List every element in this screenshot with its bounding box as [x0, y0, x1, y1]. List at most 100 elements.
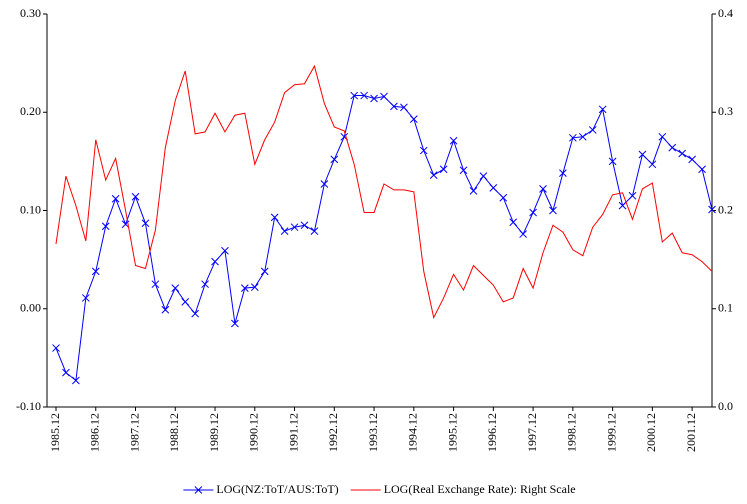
data-marker — [181, 298, 190, 306]
y2-tick-label: 0.3 — [718, 104, 733, 118]
data-marker — [648, 160, 657, 169]
data-marker — [509, 218, 518, 227]
data-marker — [708, 205, 716, 214]
y-tick-label: -0.10 — [16, 399, 41, 413]
data-marker — [131, 192, 140, 201]
data-marker — [211, 257, 219, 266]
data-marker — [568, 133, 577, 142]
data-marker — [549, 206, 557, 215]
data-marker — [598, 105, 607, 114]
x-tick-label: 1987.12 — [127, 413, 141, 452]
x-tick-label: 1989.12 — [207, 413, 221, 452]
y-tick-label: 0.30 — [20, 6, 41, 20]
data-marker — [260, 267, 269, 276]
data-marker — [310, 227, 319, 235]
data-marker — [250, 283, 259, 291]
y-tick-label: 0.00 — [20, 301, 41, 315]
series-line — [55, 64, 713, 320]
x-tick-label: 1986.12 — [88, 413, 102, 452]
data-marker — [529, 208, 537, 217]
data-marker — [419, 146, 428, 155]
data-marker — [409, 115, 418, 123]
data-marker — [628, 191, 637, 200]
data-marker — [111, 194, 120, 203]
data-marker — [91, 267, 100, 276]
data-marker — [101, 222, 110, 231]
data-marker — [588, 126, 597, 134]
x-tick-label: 1994.12 — [406, 413, 420, 452]
data-marker — [688, 155, 696, 164]
y2-tick-label: 0.2 — [718, 202, 733, 216]
data-marker — [479, 172, 488, 180]
x-tick-label: 1985.12 — [48, 413, 62, 452]
data-marker — [519, 230, 528, 238]
data-marker — [489, 184, 498, 192]
x-tick-label: 2000.12 — [644, 413, 658, 452]
y2-tick-label: 0.4 — [718, 6, 733, 20]
x-tick-label: 2001.12 — [684, 413, 698, 452]
legend-label: LOG(NZ:ToT/AUS:ToT) — [216, 482, 338, 496]
data-marker — [539, 185, 547, 193]
data-marker — [280, 227, 289, 235]
x-tick-label: 1988.12 — [167, 413, 181, 452]
legend: LOG(NZ:ToT/AUS:ToT) LOG(Real Exchange Rat… — [183, 482, 576, 496]
y-tick-label: 0.10 — [20, 202, 41, 216]
series-line — [55, 95, 713, 382]
data-marker — [72, 376, 80, 385]
data-marker — [449, 136, 458, 145]
data-marker — [330, 155, 339, 164]
x-tick-label: 1998.12 — [565, 413, 579, 452]
data-marker — [499, 193, 508, 202]
data-marker — [161, 305, 170, 314]
data-marker — [81, 294, 90, 302]
data-marker — [390, 102, 398, 111]
legend-item: LOG(Real Exchange Rate): Right Scale — [350, 482, 576, 496]
data-marker — [469, 186, 478, 195]
data-marker — [141, 219, 150, 228]
data-marker — [559, 169, 567, 178]
data-marker — [608, 157, 617, 166]
data-marker — [439, 165, 448, 174]
data-marker — [191, 309, 200, 318]
data-marker — [380, 92, 388, 101]
data-marker — [350, 91, 359, 100]
x-tick-label: 1991.12 — [286, 413, 300, 452]
x-tick-label: 1996.12 — [485, 413, 499, 452]
x-tick-label: 1993.12 — [366, 413, 380, 452]
legend-label: LOG(Real Exchange Rate): Right Scale — [384, 482, 576, 496]
data-marker — [678, 149, 687, 158]
data-marker — [201, 280, 209, 289]
data-marker — [360, 91, 368, 100]
data-marker — [270, 213, 279, 222]
data-marker — [638, 150, 647, 159]
data-marker — [290, 223, 299, 232]
data-marker — [231, 319, 239, 328]
legend-item: LOG(NZ:ToT/AUS:ToT) — [183, 482, 339, 496]
data-marker — [668, 143, 677, 152]
data-marker — [658, 132, 667, 141]
data-marker — [300, 221, 309, 230]
data-marker — [320, 180, 329, 188]
data-marker — [171, 284, 180, 292]
x-tick-label: 1992.12 — [326, 413, 340, 452]
data-marker — [578, 132, 587, 141]
data-marker — [698, 165, 706, 174]
data-marker — [429, 171, 438, 179]
x-tick-label: 1997.12 — [525, 413, 539, 452]
data-marker — [52, 344, 60, 352]
data-marker — [370, 94, 378, 103]
x-tick-label: 1995.12 — [445, 413, 459, 452]
y2-tick-label: 0.1 — [718, 301, 733, 315]
legend-marker — [194, 486, 203, 494]
data-marker — [400, 103, 408, 112]
y2-tick-label: 0.0 — [718, 399, 733, 413]
y-tick-label: 0.20 — [20, 104, 41, 118]
data-marker — [221, 246, 229, 255]
x-tick-label: 1990.12 — [247, 413, 261, 452]
data-marker — [618, 201, 627, 210]
x-tick-label: 1999.12 — [604, 413, 618, 452]
data-marker — [151, 280, 160, 289]
data-marker — [459, 166, 468, 175]
data-marker — [240, 284, 249, 292]
